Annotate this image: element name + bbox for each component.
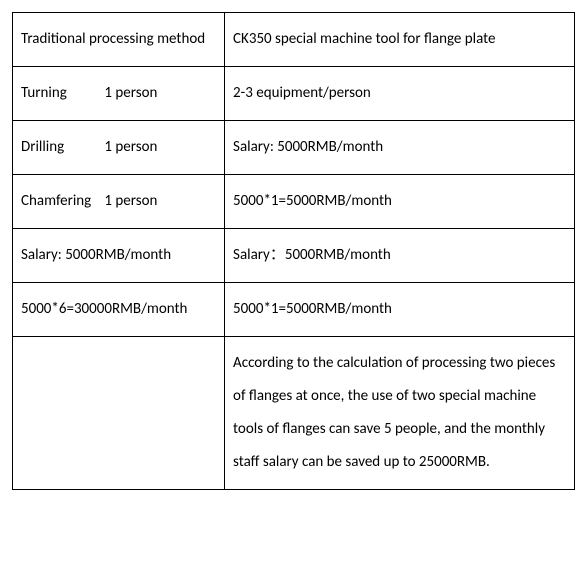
cell-empty — [13, 337, 225, 490]
table-row: 5000*6=30000RMB/month 5000*1=5000RMB/mon… — [13, 283, 575, 337]
op-count: 1 person — [104, 185, 157, 218]
table-row: According to the calculation of processi… — [13, 337, 575, 490]
table-row: Traditional processing method CK350 spec… — [13, 13, 575, 67]
cell-chamfering: Chamfering 1 person — [13, 175, 225, 229]
table-row: Drilling 1 person Salary: 5000RMB/month — [13, 121, 575, 175]
op-label: Drilling — [21, 131, 101, 164]
table-row: Chamfering 1 person 5000*1=5000RMB/month — [13, 175, 575, 229]
op-count: 1 person — [104, 77, 157, 110]
table-row: Turning 1 person 2-3 equipment/person — [13, 67, 575, 121]
cell-total-right: 5000*1=5000RMB/month — [225, 283, 575, 337]
cell-salary-1: Salary: 5000RMB/month — [225, 121, 575, 175]
cell-header-traditional: Traditional processing method — [13, 13, 225, 67]
cell-equipment: 2-3 equipment/person — [225, 67, 575, 121]
op-count: 1 person — [104, 131, 157, 164]
cell-turning: Turning 1 person — [13, 67, 225, 121]
cell-header-ck350: CK350 special machine tool for flange pl… — [225, 13, 575, 67]
cell-summary: According to the calculation of processi… — [225, 337, 575, 490]
cell-salary-right: Salary：5000RMB/month — [225, 229, 575, 283]
cell-total-left: 5000*6=30000RMB/month — [13, 283, 225, 337]
comparison-table: Traditional processing method CK350 spec… — [12, 12, 575, 490]
cell-drilling: Drilling 1 person — [13, 121, 225, 175]
table-row: Salary: 5000RMB/month Salary：5000RMB/mon… — [13, 229, 575, 283]
cell-salary-left: Salary: 5000RMB/month — [13, 229, 225, 283]
op-label: Chamfering — [21, 185, 101, 218]
op-label: Turning — [21, 77, 101, 110]
cell-calc-1: 5000*1=5000RMB/month — [225, 175, 575, 229]
